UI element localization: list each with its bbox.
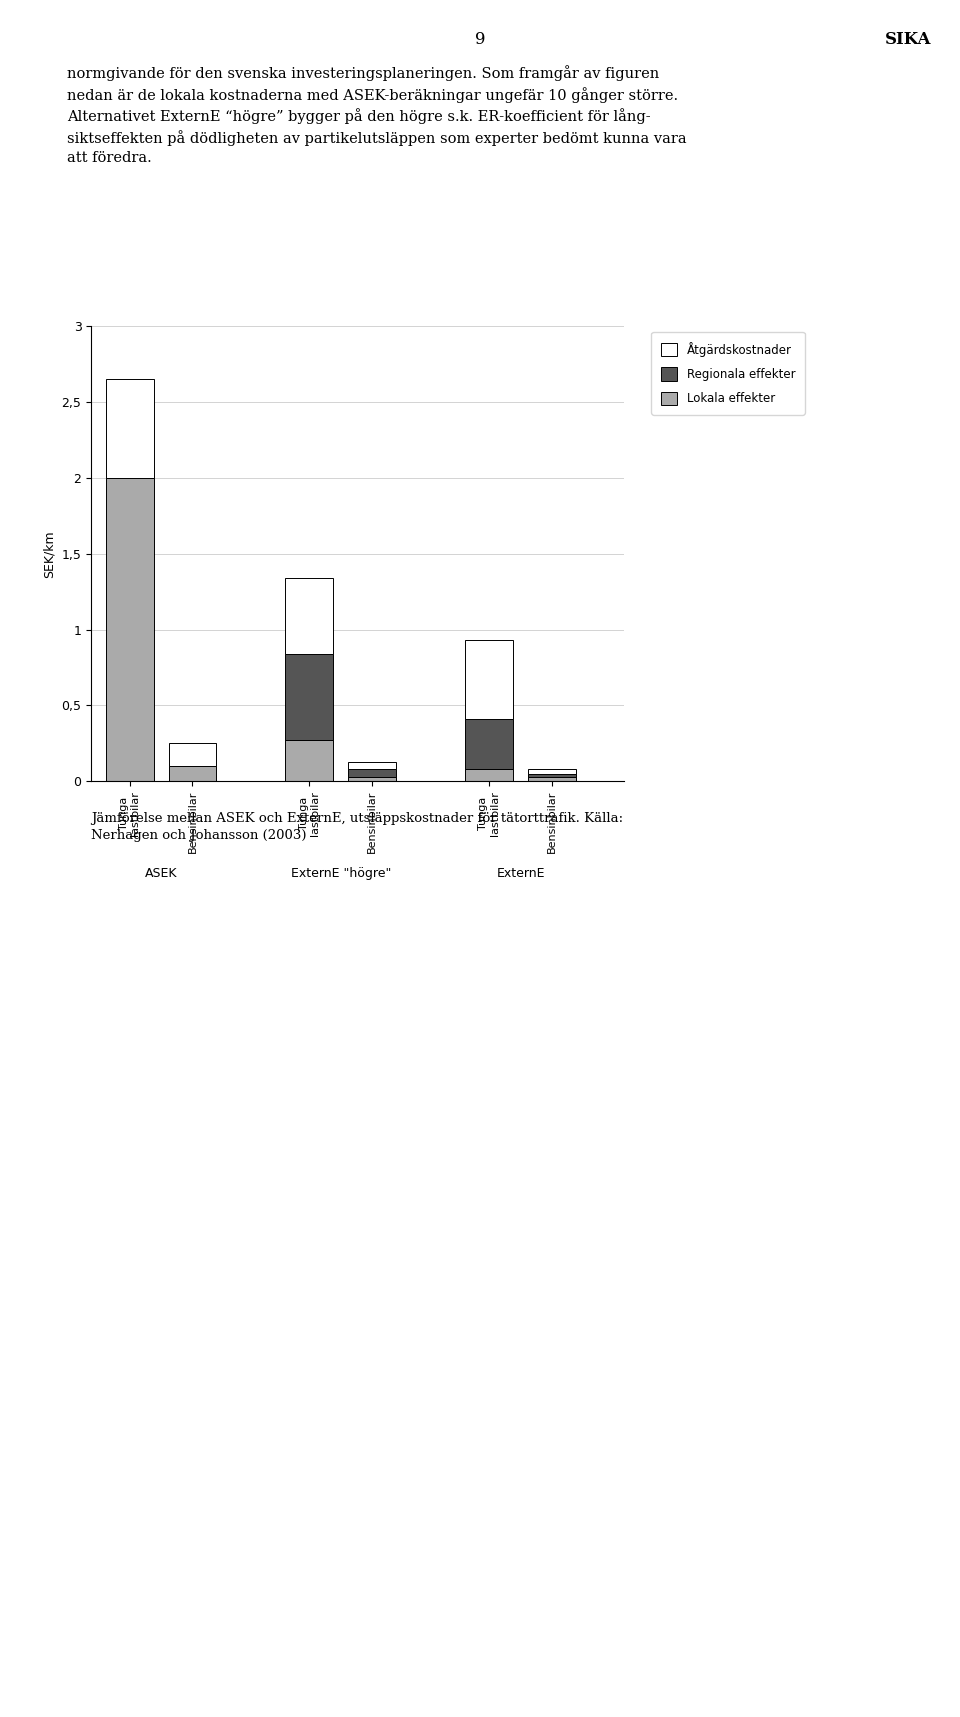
Bar [106,379,154,477]
Text: ExternE: ExternE [496,867,545,881]
Bar [528,774,576,776]
Bar [285,654,333,740]
Bar [285,740,333,781]
Legend: Åtgärdskostnader, Regionala effekter, Lokala effekter: Åtgärdskostnader, Regionala effekter, Lo… [651,331,804,416]
Bar [466,769,514,781]
Bar [169,766,216,781]
Bar [285,579,333,654]
Bar [348,762,396,769]
Text: Jämförelse mellan ASEK och ExternE, utsläppskostnader för tätorttrafik. Källa:
N: Jämförelse mellan ASEK och ExternE, utsl… [91,812,623,841]
Text: SIKA: SIKA [885,31,931,48]
Bar [528,776,576,781]
Bar [466,719,514,769]
Text: normgivande för den svenska investeringsplaneringen. Som framgår av figuren
neda: normgivande för den svenska investerings… [67,65,686,165]
Text: ASEK: ASEK [145,867,178,881]
Text: ExternE "högre": ExternE "högre" [291,867,391,881]
Text: 9: 9 [475,31,485,48]
Y-axis label: SEK/km: SEK/km [43,531,56,577]
Bar [106,477,154,781]
Bar [528,769,576,774]
Bar [348,776,396,781]
Bar [466,640,514,719]
Bar [348,769,396,776]
Bar [169,743,216,766]
